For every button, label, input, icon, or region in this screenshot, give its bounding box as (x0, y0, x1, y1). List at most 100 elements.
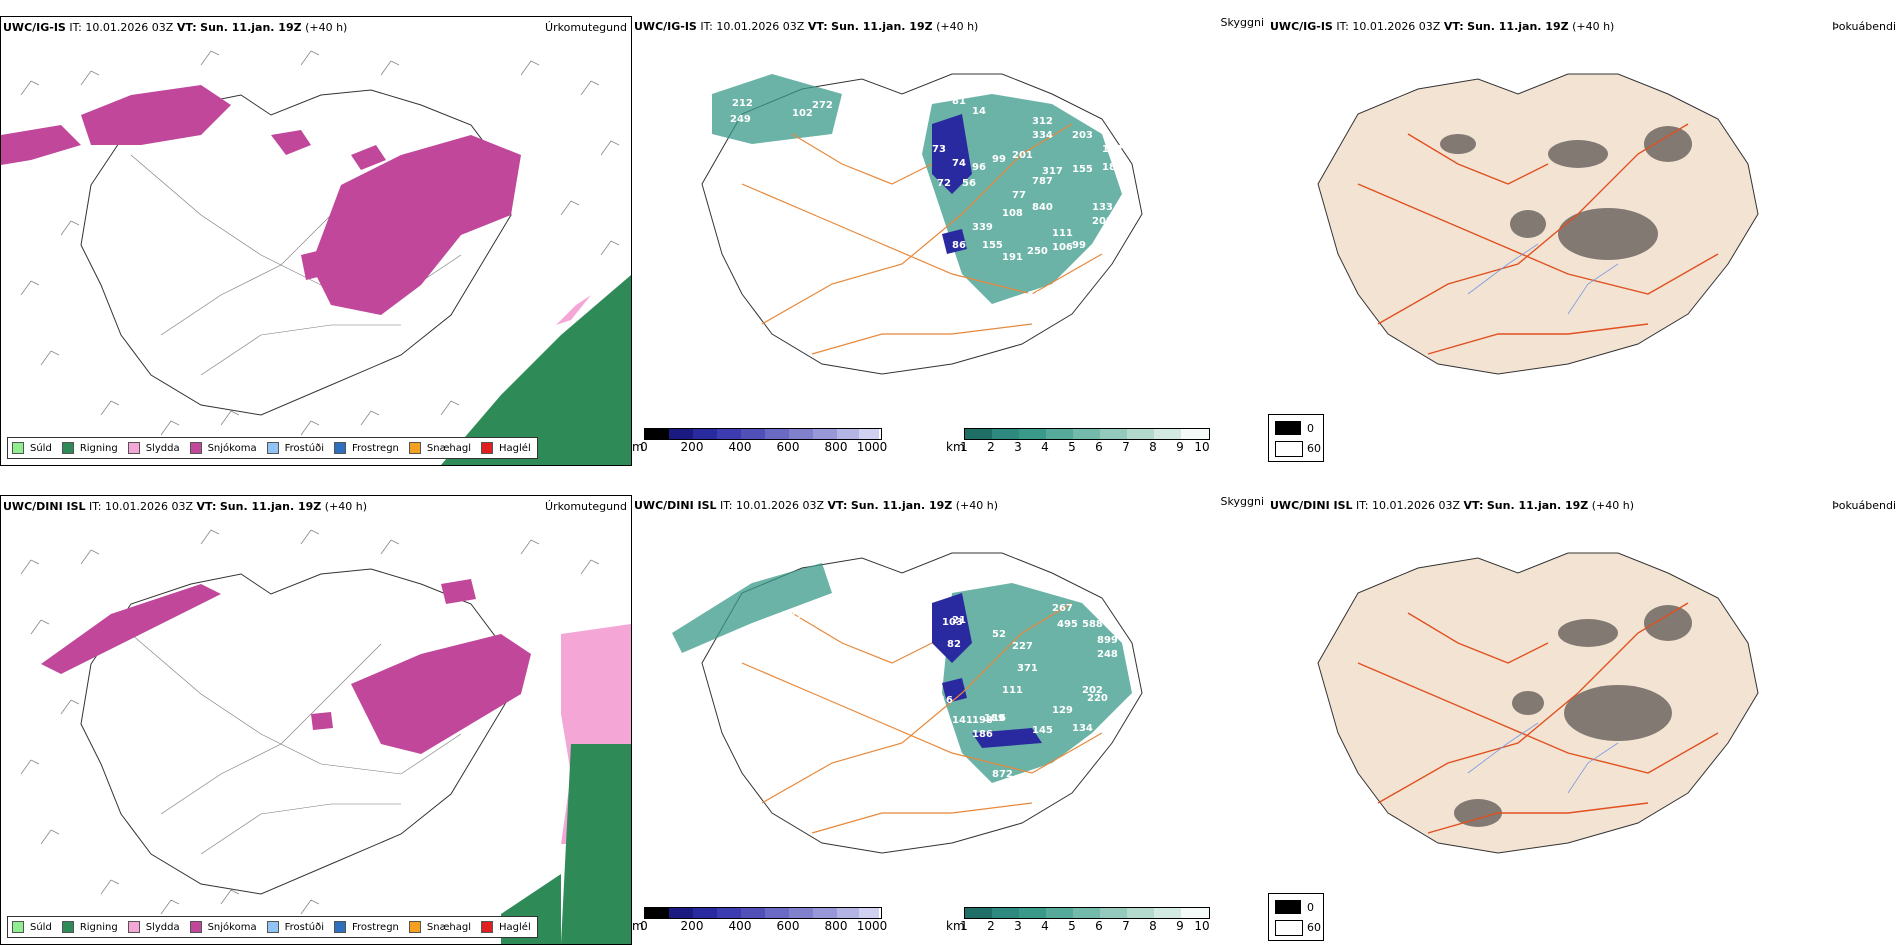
visibility-unit: km (946, 440, 965, 454)
cloudbase-label: 872 (992, 769, 1013, 780)
tick-label: 1 (960, 919, 968, 933)
cloudbase-label: 99 (992, 154, 1006, 165)
fog-map (1317, 73, 1759, 375)
cloudbase-label: 116 (932, 695, 953, 706)
tick-label: 9 (1176, 440, 1184, 454)
visibility-ticks: 1 2 3 4 5 6 7 8 9 10 (960, 919, 1209, 933)
cloudbase-label: 145 (1032, 725, 1053, 736)
model-name: UWC/DINI ISL (634, 499, 717, 512)
panel-title: Þokuábendi (1832, 499, 1896, 512)
cloudbase-label: 840 (1032, 202, 1053, 213)
visibility-ticks: 1 2 3 4 5 6 7 8 9 10 (960, 440, 1210, 454)
cloudbase-label: 250 (1027, 246, 1048, 257)
it-value: 10.01.2026 03Z (736, 499, 825, 512)
cloudbase-label: 220 (1087, 693, 1108, 704)
tick-label: 200 (680, 440, 704, 454)
legend-swatch (12, 921, 24, 933)
precip-legend: Súld Rigning Slydda Snjókoma Frostúði Fr… (7, 437, 538, 459)
cloudbase-label: 588 (1082, 619, 1103, 630)
cloudbase-label: 133 (1092, 202, 1113, 213)
iceland-outline (80, 568, 512, 895)
legend-label: Frostúði (284, 442, 324, 454)
cloudbase-label: 102 (792, 108, 813, 119)
it-label: IT: (700, 20, 713, 33)
cloudbase-bar (644, 428, 882, 440)
tick-label: 10 (1194, 440, 1210, 454)
lead-time: (+40 h) (1572, 20, 1615, 33)
cloudbase-label: 203 (1072, 130, 1093, 141)
cloudbase-label: 267 (1052, 603, 1073, 614)
cloudbase-label: 96 (972, 162, 986, 173)
tick-label: 1000 (856, 919, 888, 933)
tick-label: 6 (1095, 919, 1103, 933)
legend-item: Slydda (127, 442, 180, 454)
fog-legend: 0 60 (1268, 414, 1324, 462)
tick-label: 0 (640, 919, 648, 933)
precip-type-panel-1: UWC/IG-IS IT: 10.01.2026 03Z VT: Sun. 11… (0, 16, 632, 466)
panel-header: UWC/DINI ISL IT: 10.01.2026 03Z VT: Sun.… (634, 495, 1264, 513)
fog-legend-max: 60 (1307, 442, 1321, 455)
wind-barbs (20, 529, 600, 915)
legend-swatch (266, 921, 279, 933)
visibility-bar (964, 428, 1210, 440)
model-name: UWC/IG-IS (3, 21, 66, 34)
panel-header: UWC/IG-IS IT: 10.01.2026 03Z VT: Sun. 11… (634, 16, 1264, 34)
legend-item: Snæhagl (408, 921, 472, 933)
lead-time: (+40 h) (936, 20, 979, 33)
cloudbase-label: 312 (1032, 116, 1053, 127)
cloudbase-unit: m (632, 919, 644, 933)
panel-header: UWC/DINI ISL IT: 10.01.2026 03Z VT: Sun.… (1270, 499, 1896, 513)
tick-label: 800 (824, 919, 848, 933)
it-label: IT: (89, 500, 102, 513)
cloudbase-label: 141 (952, 715, 973, 726)
cloudbase-label: 99 (1072, 240, 1086, 251)
legend-item: Haglél (481, 442, 531, 454)
cloudbase-label: 212 (732, 98, 753, 109)
tick-label: 200 (680, 919, 704, 933)
legend-label: Snæhagl (426, 921, 472, 933)
tick-label: 8 (1149, 440, 1157, 454)
it-label: IT: (69, 21, 82, 34)
cloudbase-label: 103 (942, 617, 963, 628)
legend-item: Frostúði (266, 921, 324, 933)
cloudbase-label: 23 (972, 86, 986, 97)
legend-item: Rigning (61, 442, 118, 454)
fog-panel-1: UWC/IG-IS IT: 10.01.2026 03Z VT: Sun. 11… (1268, 16, 1900, 466)
cloudbase-label: 129 (1052, 705, 1073, 716)
tick-label: 9 (1176, 919, 1184, 933)
vt-label: VT: (1443, 20, 1464, 33)
it-label: IT: (1336, 20, 1349, 33)
cloudbase-label: 272 (812, 100, 833, 111)
cloudbase-label: 495 (1057, 619, 1078, 630)
lead-time: (+40 h) (1591, 499, 1635, 512)
visibility-panel-2: UWC/DINI ISL IT: 10.01.2026 03Z VT: Sun.… (632, 495, 1268, 945)
precip-type-panel-2: UWC/DINI ISL IT: 10.01.2026 03Z VT: Sun.… (0, 495, 632, 945)
cloudbase-label: 62 (894, 114, 908, 125)
roads (1357, 602, 1719, 834)
it-value: 10.01.2026 03Z (1352, 20, 1441, 33)
tick-label: 5 (1068, 440, 1076, 454)
legend-label: Snæhagl (426, 442, 472, 454)
legend-swatch (127, 921, 140, 933)
model-name: UWC/DINI ISL (3, 500, 86, 513)
cloudbase-ticks: 0 200 400 600 800 1000 (640, 919, 887, 933)
fog-swatch-black (1275, 421, 1301, 435)
cloudbase-label: 82 (947, 639, 961, 650)
vt-label: VT: (176, 21, 197, 34)
cloudbase-label: 787 (1032, 176, 1053, 187)
legend-swatch (127, 442, 140, 454)
snow-areas (1, 85, 521, 315)
panel-header: UWC/DINI ISL IT: 10.01.2026 03Z VT: Sun.… (3, 500, 627, 514)
cloudbase-label: 65 (890, 98, 904, 109)
cloudbase-label: 106 (1052, 242, 1073, 253)
it-value: 10.01.2026 03Z (716, 20, 805, 33)
rivers (1467, 243, 1619, 315)
it-label: IT: (720, 499, 733, 512)
precip-map (1, 50, 631, 465)
lead-time: (+40 h) (955, 499, 999, 512)
sleet-area (556, 295, 591, 325)
cloudbase-label: 208 (1092, 216, 1113, 227)
fog-legend: 0 60 (1268, 893, 1324, 941)
vt-label: VT: (1463, 499, 1484, 512)
